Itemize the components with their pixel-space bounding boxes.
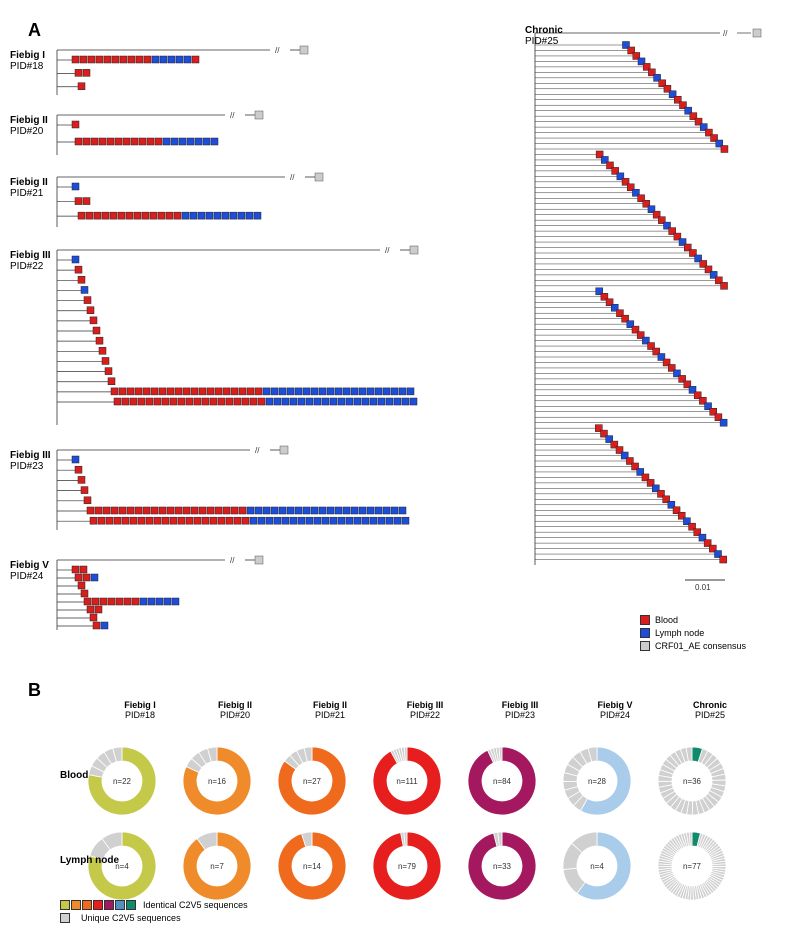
legend-text: Lymph node bbox=[655, 628, 704, 638]
svg-text://: // bbox=[385, 246, 390, 255]
phylo-tree: // bbox=[55, 555, 345, 635]
donut-label: Chronic PID#25 bbox=[670, 700, 750, 720]
donut-blood: n=22 bbox=[86, 745, 158, 817]
panel-a-label: A bbox=[28, 20, 41, 41]
legend-item: Lymph node bbox=[640, 628, 746, 638]
legend-text: Identical C2V5 sequences bbox=[143, 900, 248, 910]
donut-lymph: n=77 bbox=[656, 830, 728, 902]
svg-text:n=16: n=16 bbox=[208, 777, 227, 786]
donut-blood: n=27 bbox=[276, 745, 348, 817]
svg-text://: // bbox=[723, 29, 728, 38]
legend-swatch bbox=[126, 900, 136, 910]
legend-b: Identical C2V5 sequences Unique C2V5 seq… bbox=[60, 900, 248, 926]
legend-b-unique: Unique C2V5 sequences bbox=[60, 913, 248, 923]
tree-label-chronic: Chronic PID#25 bbox=[525, 25, 585, 47]
phylo-tree-chronic: // 0.01 bbox=[530, 25, 765, 605]
phylo-tree: // bbox=[55, 245, 495, 430]
donut-lymph: n=4 bbox=[86, 830, 158, 902]
tree-label: Fiebig III PID#23 bbox=[10, 450, 65, 472]
row-label-blood: Blood bbox=[60, 770, 88, 781]
legend-text: Blood bbox=[655, 615, 678, 625]
donut-label: Fiebig II PID#21 bbox=[290, 700, 370, 720]
donut-blood: n=16 bbox=[181, 745, 253, 817]
svg-text://: // bbox=[275, 46, 280, 55]
legend-swatch bbox=[71, 900, 81, 910]
donut-blood: n=111 bbox=[371, 745, 443, 817]
svg-text:n=77: n=77 bbox=[683, 862, 702, 871]
phylo-tree: // bbox=[55, 172, 375, 232]
svg-text:n=28: n=28 bbox=[588, 777, 607, 786]
svg-text:n=111: n=111 bbox=[396, 777, 418, 786]
tree-label: Fiebig V PID#24 bbox=[10, 560, 65, 582]
tree-label: Fiebig II PID#20 bbox=[10, 115, 65, 137]
svg-text://: // bbox=[230, 556, 235, 565]
legend-item: Blood bbox=[640, 615, 746, 625]
donut-label: Fiebig V PID#24 bbox=[575, 700, 655, 720]
donut-lymph: n=7 bbox=[181, 830, 253, 902]
svg-text:n=84: n=84 bbox=[493, 777, 512, 786]
svg-text://: // bbox=[255, 446, 260, 455]
legend-swatch bbox=[93, 900, 103, 910]
donut-blood: n=36 bbox=[656, 745, 728, 817]
donut-label: Fiebig I PID#18 bbox=[100, 700, 180, 720]
donut-lymph: n=4 bbox=[561, 830, 633, 902]
svg-text:n=33: n=33 bbox=[493, 862, 512, 871]
svg-text:0.01: 0.01 bbox=[695, 583, 711, 592]
legend-swatch bbox=[115, 900, 125, 910]
svg-text://: // bbox=[230, 111, 235, 120]
svg-text:n=4: n=4 bbox=[590, 862, 604, 871]
legend-swatch bbox=[104, 900, 114, 910]
donut-label: Fiebig III PID#22 bbox=[385, 700, 465, 720]
tree-label: Fiebig II PID#21 bbox=[10, 177, 65, 199]
row-label-lymph: Lymph node bbox=[60, 855, 119, 866]
legend-swatch bbox=[640, 628, 650, 638]
svg-text:n=27: n=27 bbox=[303, 777, 322, 786]
legend-swatch bbox=[60, 913, 70, 923]
svg-text://: // bbox=[290, 173, 295, 182]
legend-a: Blood Lymph node CRF01_AE consensus bbox=[640, 615, 746, 654]
legend-text: Unique C2V5 sequences bbox=[81, 913, 181, 923]
legend-swatch bbox=[82, 900, 92, 910]
donut-blood: n=84 bbox=[466, 745, 538, 817]
donut-blood: n=28 bbox=[561, 745, 633, 817]
phylo-tree: // bbox=[55, 445, 525, 535]
phylo-tree: // bbox=[55, 110, 405, 160]
svg-text:n=79: n=79 bbox=[398, 862, 417, 871]
svg-text:n=22: n=22 bbox=[113, 777, 132, 786]
tree-label: Fiebig I PID#18 bbox=[10, 50, 65, 72]
donut-lymph: n=14 bbox=[276, 830, 348, 902]
legend-item: CRF01_AE consensus bbox=[640, 641, 746, 651]
donut-label: Fiebig III PID#23 bbox=[480, 700, 560, 720]
legend-swatch bbox=[60, 900, 70, 910]
legend-swatch bbox=[640, 641, 650, 651]
donut-label: Fiebig II PID#20 bbox=[195, 700, 275, 720]
legend-b-identical: Identical C2V5 sequences bbox=[60, 900, 248, 910]
donut-lymph: n=79 bbox=[371, 830, 443, 902]
phylo-tree: // bbox=[55, 45, 355, 100]
svg-text:n=14: n=14 bbox=[303, 862, 322, 871]
donut-lymph: n=33 bbox=[466, 830, 538, 902]
legend-swatch bbox=[640, 615, 650, 625]
svg-text:n=36: n=36 bbox=[683, 777, 702, 786]
legend-text: CRF01_AE consensus bbox=[655, 641, 746, 651]
svg-text:n=7: n=7 bbox=[210, 862, 224, 871]
tree-label: Fiebig III PID#22 bbox=[10, 250, 65, 272]
panel-b-label: B bbox=[28, 680, 41, 701]
